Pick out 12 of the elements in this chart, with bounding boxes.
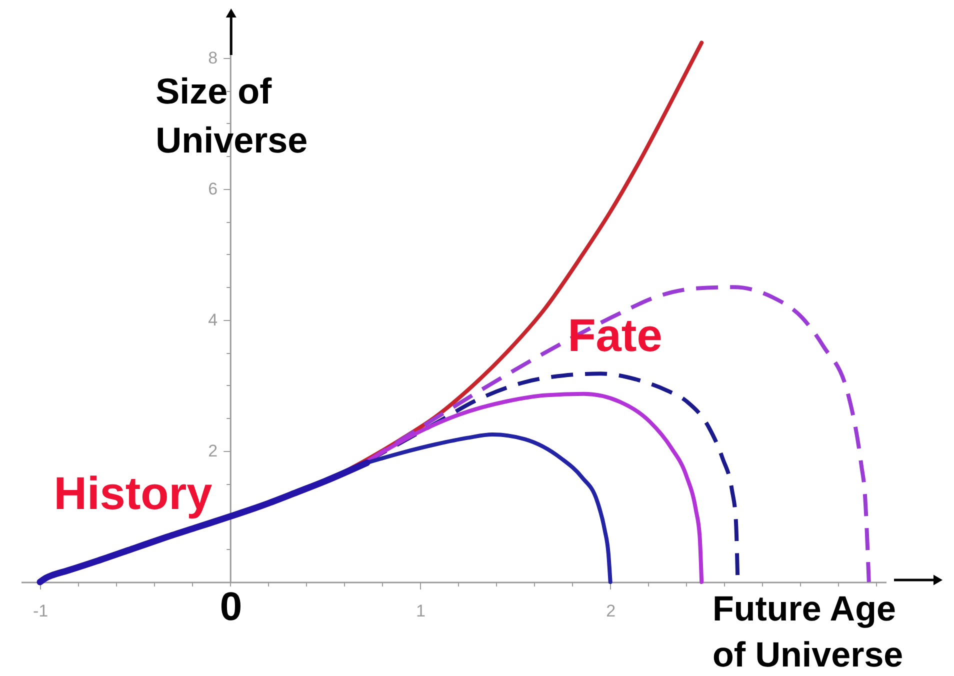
text: 0 xyxy=(220,585,242,629)
annotation: Fate xyxy=(568,309,662,361)
x-tick-label: 2 xyxy=(606,602,616,620)
y-tick-label: 2 xyxy=(208,441,218,460)
x-axis-title: Future Age of Universe xyxy=(712,590,904,674)
y-tick-label: 8 xyxy=(208,48,218,68)
x-tick-label: 1 xyxy=(416,602,426,620)
y-axis-title: Size of Universe xyxy=(156,70,308,160)
y-tick-label: 4 xyxy=(208,310,218,330)
y-tick-label: 6 xyxy=(208,179,218,198)
annotation: History xyxy=(54,467,213,519)
x-tick-label: -1 xyxy=(32,602,48,620)
